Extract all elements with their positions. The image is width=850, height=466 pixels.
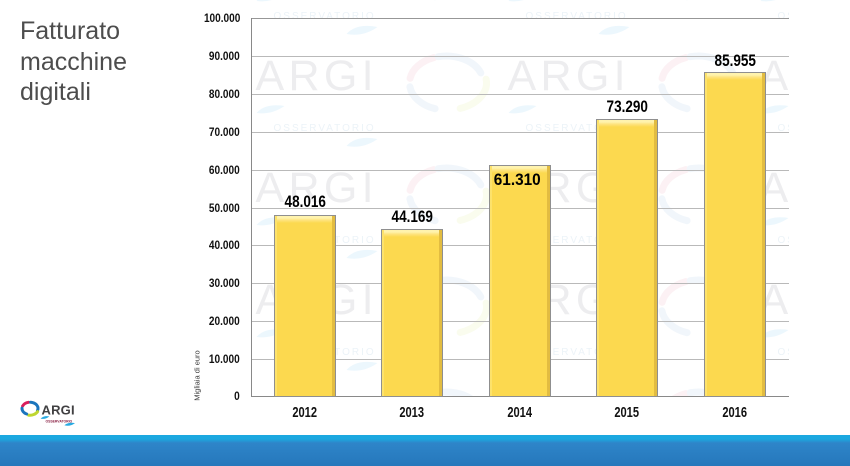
svg-text:OSSERVATORIO: OSSERVATORIO	[46, 420, 73, 424]
svg-text:ARGI: ARGI	[42, 402, 75, 417]
